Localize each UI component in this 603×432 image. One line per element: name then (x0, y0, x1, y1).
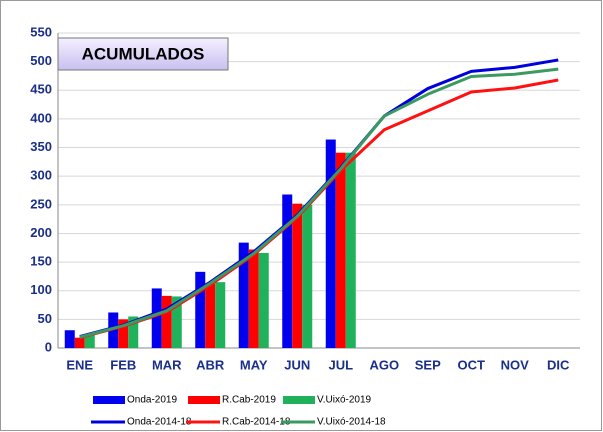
x-tick-label: FEB (110, 357, 136, 372)
bar (84, 333, 95, 348)
bar (335, 152, 346, 348)
title-box (57, 37, 229, 71)
line (79, 67, 559, 339)
y-tick-label: 50 (38, 311, 52, 326)
legend-label: R.Cab-2014-18 (222, 417, 291, 428)
bar (258, 252, 269, 348)
bar (128, 316, 139, 348)
x-tick-label: MAR (152, 357, 182, 372)
marks (64, 58, 559, 348)
legend-swatch (93, 396, 125, 404)
bar (215, 282, 226, 348)
legend-swatch (188, 396, 220, 404)
y-tick-label: 250 (30, 196, 52, 211)
x-tick-label: DIC (547, 357, 570, 372)
legend-label: Onda-2019 (127, 395, 177, 406)
bar (118, 319, 129, 348)
y-tick-label: 150 (30, 254, 52, 269)
bar (282, 194, 293, 348)
bar (302, 204, 313, 348)
bar (238, 242, 249, 348)
x-tick-label: SEP (415, 357, 441, 372)
y-tick-label: 350 (30, 139, 52, 154)
bar (74, 337, 85, 348)
x-tick-label: AGO (369, 357, 399, 372)
x-tick-label: NOV (501, 357, 530, 372)
legend-label: R.Cab-2019 (222, 395, 276, 406)
y-tick-label: 100 (30, 282, 52, 297)
y-tick-label: 550 (30, 24, 52, 39)
bar (292, 203, 303, 348)
legend-label: V.Uixó-2014-18 (317, 417, 386, 428)
y-tick-label: 300 (30, 168, 52, 183)
x-tick-label: ENE (66, 357, 93, 372)
y-tick-label: 450 (30, 82, 52, 97)
bar (151, 288, 162, 348)
bar (64, 330, 75, 348)
legend-swatch (283, 396, 315, 404)
x-tick-label: JUL (328, 357, 353, 372)
chart-title: ACUMULADOS (82, 44, 205, 63)
bar (345, 152, 356, 348)
legend-label: V.Uixó-2019 (317, 395, 372, 406)
y-tick-label: 400 (30, 110, 52, 125)
bar (248, 249, 259, 348)
bar (161, 295, 172, 348)
legend-label: Onda-2014-18 (127, 417, 192, 428)
x-tick-label: MAY (240, 357, 268, 372)
y-tick-label: 500 (30, 53, 52, 68)
bar (195, 271, 206, 348)
bar (205, 283, 216, 348)
x-tick-label: OCT (458, 357, 486, 372)
grid: 0 50 100 150 200 250 300 350 400 450 500 550 ENE FEB M… (30, 24, 580, 372)
x-tick-label: JUN (284, 357, 310, 372)
y-tick-label: 0 (45, 339, 52, 354)
bar (325, 139, 336, 348)
x-tick-label: ABR (196, 357, 225, 372)
y-tick-label: 200 (30, 225, 52, 240)
bar (171, 296, 182, 348)
